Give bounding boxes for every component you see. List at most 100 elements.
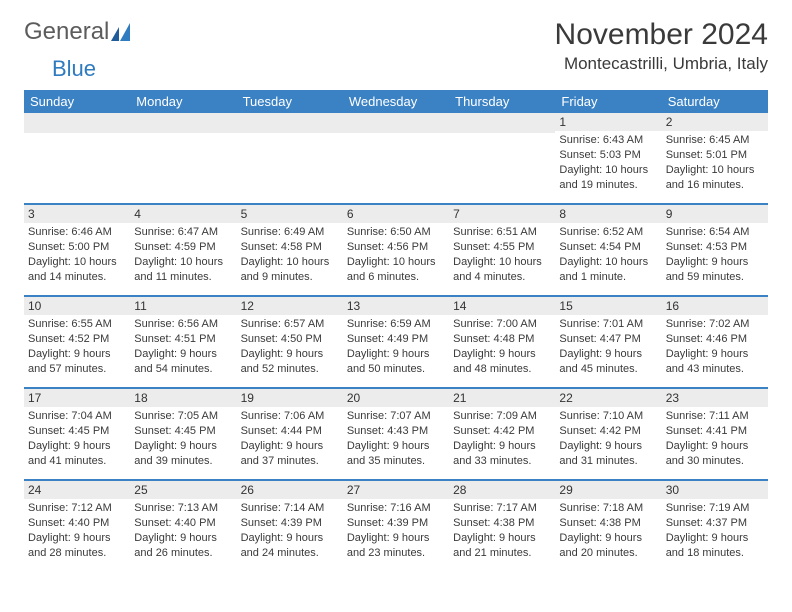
calendar-cell: 8Sunrise: 6:52 AMSunset: 4:54 PMDaylight… (555, 203, 661, 295)
logo: General (24, 18, 130, 46)
sunrise: Sunrise: 7:02 AM (666, 317, 764, 332)
calendar-week-row: 17Sunrise: 7:04 AMSunset: 4:45 PMDayligh… (24, 387, 768, 479)
sunrise: Sunrise: 7:04 AM (28, 409, 126, 424)
sunrise: Sunrise: 7:11 AM (666, 409, 764, 424)
day-header-row: Sunday Monday Tuesday Wednesday Thursday… (24, 90, 768, 113)
daylight: Daylight: 9 hours and 21 minutes. (453, 531, 551, 561)
month-title: November 2024 (555, 18, 768, 52)
sunset: Sunset: 4:42 PM (559, 424, 657, 439)
day-info: Sunrise: 7:09 AMSunset: 4:42 PMDaylight:… (453, 409, 551, 468)
day-info: Sunrise: 6:55 AMSunset: 4:52 PMDaylight:… (28, 317, 126, 376)
daylight: Daylight: 9 hours and 39 minutes. (134, 439, 232, 469)
day-info: Sunrise: 6:51 AMSunset: 4:55 PMDaylight:… (453, 225, 551, 284)
calendar-cell: 12Sunrise: 6:57 AMSunset: 4:50 PMDayligh… (237, 295, 343, 387)
calendar-cell: 29Sunrise: 7:18 AMSunset: 4:38 PMDayligh… (555, 479, 661, 571)
daylight: Daylight: 9 hours and 57 minutes. (28, 347, 126, 377)
sunrise: Sunrise: 7:09 AM (453, 409, 551, 424)
calendar-week-row: 24Sunrise: 7:12 AMSunset: 4:40 PMDayligh… (24, 479, 768, 571)
calendar-cell: 26Sunrise: 7:14 AMSunset: 4:39 PMDayligh… (237, 479, 343, 571)
sunrise: Sunrise: 6:47 AM (134, 225, 232, 240)
calendar-week-row: 3Sunrise: 6:46 AMSunset: 5:00 PMDaylight… (24, 203, 768, 295)
daylight: Daylight: 9 hours and 28 minutes. (28, 531, 126, 561)
day-number: 16 (662, 297, 768, 315)
calendar-cell: 20 Sunrise: 7:07 AMSunset: 4:43 PMDayligh… (343, 387, 449, 479)
calendar-cell: 24Sunrise: 7:12 AMSunset: 4:40 PMDayligh… (24, 479, 130, 571)
sunset: Sunset: 4:50 PM (241, 332, 339, 347)
daylight: Daylight: 10 hours and 11 minutes. (134, 255, 232, 285)
calendar-week-row: 10Sunrise: 6:55 AMSunset: 4:52 PMDayligh… (24, 295, 768, 387)
title-block: November 2024 Montecastrilli, Umbria, It… (555, 18, 768, 74)
sunrise: Sunrise: 7:13 AM (134, 501, 232, 516)
day-info: Sunrise: 7:07 AMSunset: 4:43 PMDaylight:… (347, 409, 445, 468)
day-info: Sunrise: 7:18 AMSunset: 4:38 PMDaylight:… (559, 501, 657, 560)
calendar-cell (24, 113, 130, 203)
day-header: Wednesday (343, 90, 449, 113)
day-info: Sunrise: 7:13 AMSunset: 4:40 PMDaylight:… (134, 501, 232, 560)
daylight: Daylight: 9 hours and 24 minutes. (241, 531, 339, 561)
calendar-cell: 3Sunrise: 6:46 AMSunset: 5:00 PMDaylight… (24, 203, 130, 295)
daylight: Daylight: 9 hours and 30 minutes. (666, 439, 764, 469)
sunrise: Sunrise: 7:12 AM (28, 501, 126, 516)
calendar-cell: 11Sunrise: 6:56 AMSunset: 4:51 PMDayligh… (130, 295, 236, 387)
sunrise: Sunrise: 6:43 AM (559, 133, 657, 148)
sunset: Sunset: 4:39 PM (241, 516, 339, 531)
calendar-week-row: 1Sunrise: 6:43 AMSunset: 5:03 PMDaylight… (24, 113, 768, 203)
day-number (343, 113, 449, 133)
day-info: Sunrise: 6:49 AMSunset: 4:58 PMDaylight:… (241, 225, 339, 284)
day-info: Sunrise: 7:05 AMSunset: 4:45 PMDaylight:… (134, 409, 232, 468)
sunrise: Sunrise: 6:45 AM (666, 133, 764, 148)
day-info: Sunrise: 7:14 AMSunset: 4:39 PMDaylight:… (241, 501, 339, 560)
sunset: Sunset: 4:38 PM (453, 516, 551, 531)
sunset: Sunset: 4:53 PM (666, 240, 764, 255)
sunset: Sunset: 4:44 PM (241, 424, 339, 439)
day-number: 4 (130, 205, 236, 223)
sunset: Sunset: 4:48 PM (453, 332, 551, 347)
daylight: Daylight: 10 hours and 14 minutes. (28, 255, 126, 285)
day-number: 8 (555, 205, 661, 223)
sunset: Sunset: 4:59 PM (134, 240, 232, 255)
sunset: Sunset: 4:54 PM (559, 240, 657, 255)
daylight: Daylight: 9 hours and 31 minutes. (559, 439, 657, 469)
day-number: 20 (343, 389, 449, 407)
sunset: Sunset: 4:46 PM (666, 332, 764, 347)
sunrise: Sunrise: 7:00 AM (453, 317, 551, 332)
calendar-cell: 13Sunrise: 6:59 AMSunset: 4:49 PMDayligh… (343, 295, 449, 387)
sunset: Sunset: 4:37 PM (666, 516, 764, 531)
day-number: 5 (237, 205, 343, 223)
day-info: Sunrise: 6:47 AMSunset: 4:59 PMDaylight:… (134, 225, 232, 284)
sunrise: Sunrise: 7:10 AM (559, 409, 657, 424)
day-number: 2 (662, 113, 768, 131)
day-number: 24 (24, 481, 130, 499)
day-info: Sunrise: 7:17 AMSunset: 4:38 PMDaylight:… (453, 501, 551, 560)
day-number: 7 (449, 205, 555, 223)
calendar-cell: 17Sunrise: 7:04 AMSunset: 4:45 PMDayligh… (24, 387, 130, 479)
calendar-cell: 6Sunrise: 6:50 AMSunset: 4:56 PMDaylight… (343, 203, 449, 295)
day-info: Sunrise: 7:19 AMSunset: 4:37 PMDaylight:… (666, 501, 764, 560)
calendar-cell: 5 Sunrise: 6:49 AMSunset: 4:58 PMDaylight… (237, 203, 343, 295)
calendar-cell: 7 Sunrise: 6:51 AMSunset: 4:55 PMDaylight… (449, 203, 555, 295)
calendar-cell: 19Sunrise: 7:06 AMSunset: 4:44 PMDayligh… (237, 387, 343, 479)
day-info: Sunrise: 7:10 AMSunset: 4:42 PMDaylight:… (559, 409, 657, 468)
day-header: Saturday (662, 90, 768, 113)
daylight: Daylight: 10 hours and 6 minutes. (347, 255, 445, 285)
daylight: Daylight: 10 hours and 1 minute. (559, 255, 657, 285)
sunrise: Sunrise: 6:55 AM (28, 317, 126, 332)
calendar-cell: 23Sunrise: 7:11 AMSunset: 4:41 PMDayligh… (662, 387, 768, 479)
day-info: Sunrise: 7:06 AMSunset: 4:44 PMDaylight:… (241, 409, 339, 468)
day-info: Sunrise: 7:04 AMSunset: 4:45 PMDaylight:… (28, 409, 126, 468)
day-info: Sunrise: 6:45 AMSunset: 5:01 PMDaylight:… (666, 133, 764, 192)
sunrise: Sunrise: 7:18 AM (559, 501, 657, 516)
sunset: Sunset: 5:03 PM (559, 148, 657, 163)
sunset: Sunset: 4:45 PM (28, 424, 126, 439)
day-info: Sunrise: 7:00 AMSunset: 4:48 PMDaylight:… (453, 317, 551, 376)
calendar-cell: 27Sunrise: 7:16 AMSunset: 4:39 PMDayligh… (343, 479, 449, 571)
sunrise: Sunrise: 6:50 AM (347, 225, 445, 240)
sunset: Sunset: 4:58 PM (241, 240, 339, 255)
calendar-cell: 25Sunrise: 7:13 AMSunset: 4:40 PMDayligh… (130, 479, 236, 571)
calendar-cell: 21Sunrise: 7:09 AMSunset: 4:42 PMDayligh… (449, 387, 555, 479)
sunrise: Sunrise: 7:19 AM (666, 501, 764, 516)
daylight: Daylight: 10 hours and 4 minutes. (453, 255, 551, 285)
calendar-cell: 4 Sunrise: 6:47 AMSunset: 4:59 PMDaylight… (130, 203, 236, 295)
calendar-cell: 9Sunrise: 6:54 AMSunset: 4:53 PMDaylight… (662, 203, 768, 295)
calendar-cell: 14Sunrise: 7:00 AMSunset: 4:48 PMDayligh… (449, 295, 555, 387)
